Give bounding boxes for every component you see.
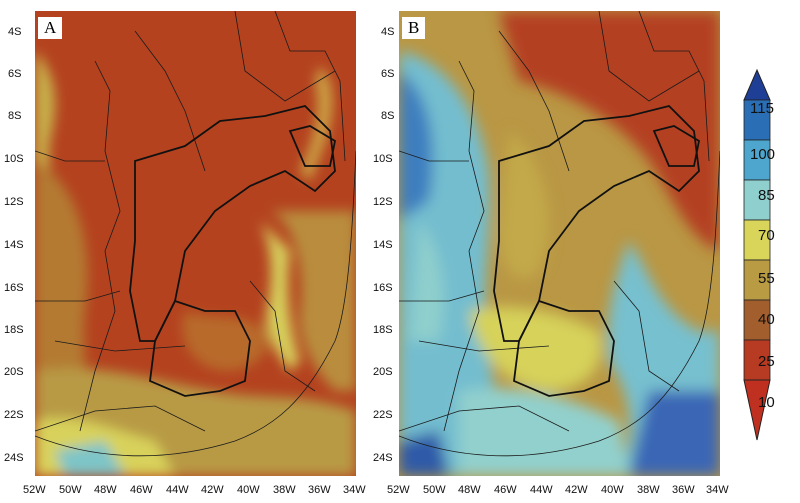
lon-tick-b: 38W [637,484,660,496]
colorbar-label: 10 [758,394,775,411]
lon-tick-a: 50W [59,484,82,496]
lat-tick-b: 6S [381,68,395,80]
lat-tick-b: 16S [373,282,393,294]
lon-tick-b: 34W [706,484,729,496]
lon-tick-b: 36W [672,484,695,496]
colorbar [743,68,771,441]
lon-tick-a: 48W [94,484,117,496]
colorbar-label: 70 [758,227,775,244]
lon-tick-a: 36W [308,484,331,496]
lat-tick-a: 14S [4,239,24,251]
colorbar-label: 100 [750,146,776,163]
lon-tick-b: 46W [494,484,517,496]
colorbar-label: 85 [758,187,775,204]
lat-tick-b: 4S [381,26,395,38]
lon-tick-a: 46W [130,484,153,496]
colorbar-segment [743,139,771,181]
map-panel-b [398,10,721,476]
map-b-field [398,10,721,476]
lat-tick-a: 24S [4,452,24,464]
lat-tick-a: 12S [4,196,24,208]
colorbar-label: 40 [758,311,775,328]
lat-tick-a: 18S [4,324,24,336]
lon-tick-a: 44W [166,484,189,496]
colorbar-segment [743,259,771,301]
lon-tick-b: 50W [423,484,446,496]
panel-label-b: B [402,17,426,39]
lat-tick-a: 6S [8,68,22,80]
lon-tick-a: 40W [237,484,260,496]
lat-tick-a: 4S [8,26,22,38]
lon-tick-a: 34W [343,484,366,496]
colorbar-segment [743,219,771,261]
lon-tick-a: 52W [23,484,46,496]
colorbar-top-arrow [743,68,771,101]
lon-tick-a: 38W [273,484,296,496]
lon-tick-b: 44W [530,484,553,496]
lat-tick-a: 8S [8,110,22,122]
lat-tick-b: 20S [373,366,393,378]
lat-tick-a: 16S [4,282,24,294]
lon-tick-b: 40W [601,484,624,496]
colorbar-segment [743,339,771,381]
map-a-field [34,10,357,476]
lat-tick-a: 22S [4,409,24,421]
lat-tick-b: 18S [373,324,393,336]
colorbar-segment [743,299,771,341]
lat-tick-a: 10S [4,153,24,165]
colorbar-label: 115 [750,100,774,117]
map-panel-a [34,10,357,476]
lat-tick-b: 24S [373,452,393,464]
lat-tick-b: 10S [373,153,393,165]
lon-tick-b: 42W [565,484,588,496]
colorbar-label: 25 [758,353,775,370]
colorbar-label: 55 [758,270,775,287]
lat-tick-b: 12S [373,196,393,208]
lat-tick-b: 22S [373,409,393,421]
colorbar-bottom-arrow [743,379,771,441]
lon-tick-a: 42W [201,484,224,496]
colorbar-segment [743,99,771,141]
lat-tick-b: 8S [381,110,395,122]
lon-tick-b: 48W [458,484,481,496]
lat-tick-a: 20S [4,366,24,378]
panel-label-a: A [38,17,63,39]
lat-tick-b: 14S [373,239,393,251]
lon-tick-b: 52W [387,484,410,496]
